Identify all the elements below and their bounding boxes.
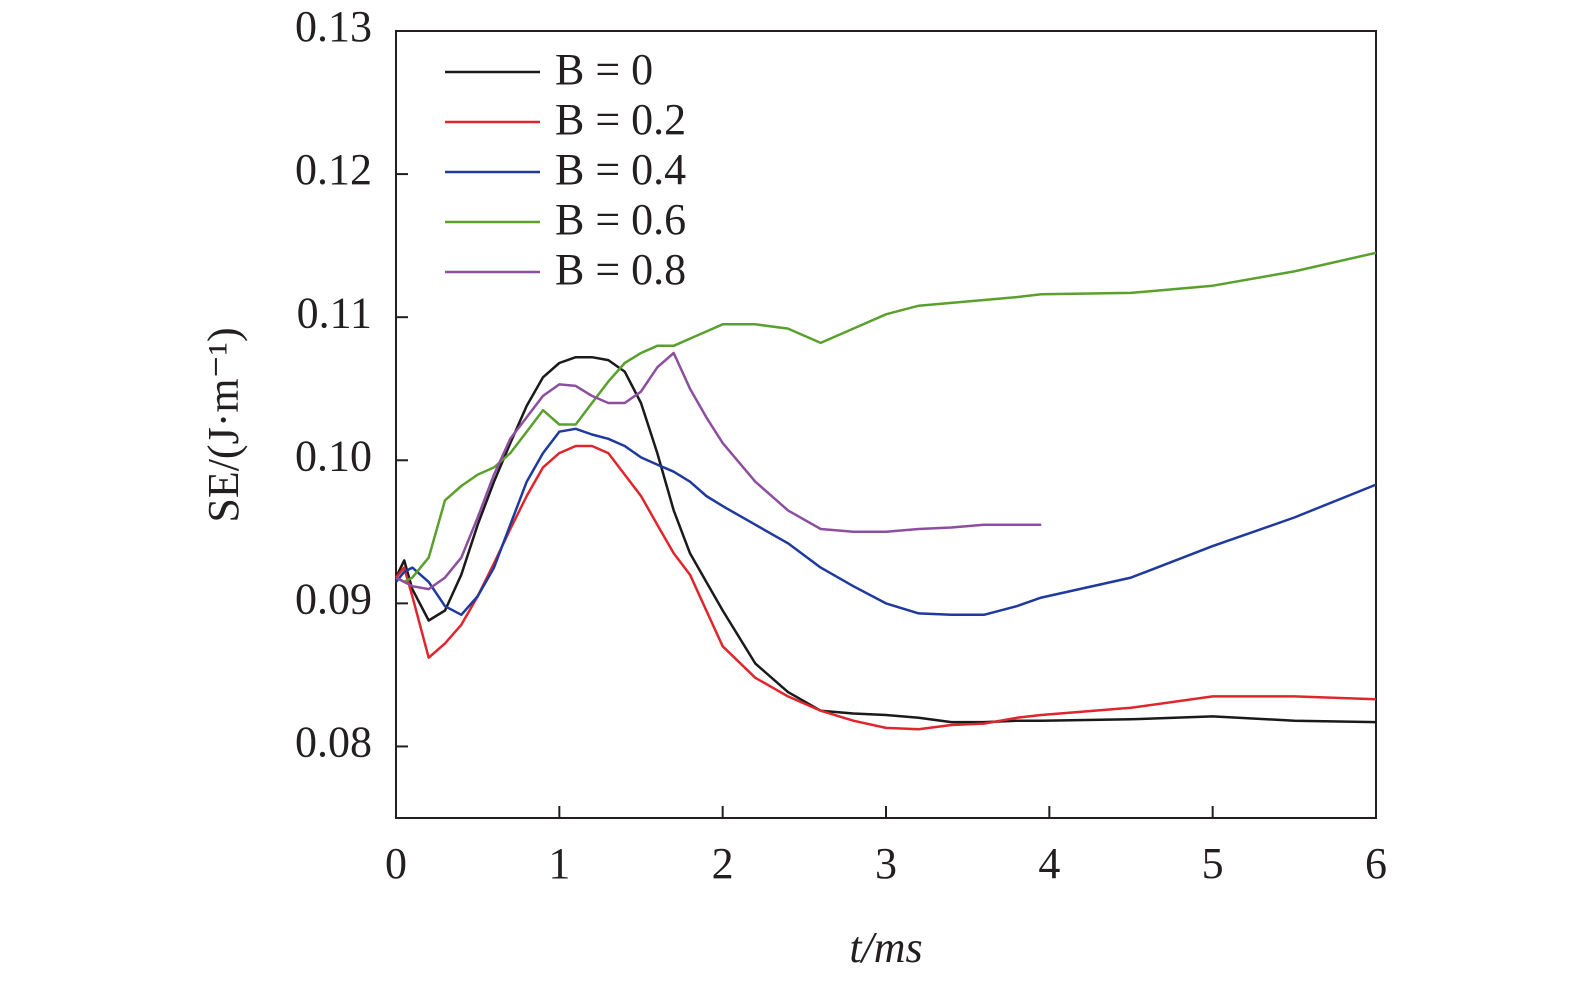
x-tick-label: 4	[1038, 839, 1060, 888]
series-line	[395, 427, 1377, 617]
y-tick-label: 0.13	[295, 2, 372, 51]
y-tick-label: 0.12	[295, 145, 372, 194]
x-tick-label: 3	[875, 839, 897, 888]
x-axis-label: t/ms	[849, 923, 922, 972]
y-tick-label: 0.10	[295, 431, 372, 480]
legend-label: B = 0	[555, 45, 653, 94]
plot-frame	[395, 30, 1377, 819]
y-tick-label: 0.11	[297, 288, 372, 337]
y-tick-label: 0.08	[295, 718, 372, 767]
series-line	[395, 251, 1377, 584]
legend-label: B = 0.4	[555, 145, 686, 194]
series-line	[395, 351, 1042, 591]
x-tick-label: 6	[1365, 839, 1387, 888]
x-tick-label: 0	[385, 839, 407, 888]
y-tick-label: 0.09	[295, 574, 372, 623]
legend-label: B = 0.2	[555, 95, 686, 144]
legend-label: B = 0.6	[555, 195, 686, 244]
x-tick-label: 5	[1202, 839, 1224, 888]
legend-label: B = 0.8	[555, 245, 686, 294]
series-line	[395, 444, 1377, 731]
x-tick-label: 1	[548, 839, 570, 888]
x-tick-label: 2	[712, 839, 734, 888]
y-axis-label: SE/(J·m⁻¹)	[199, 327, 248, 522]
